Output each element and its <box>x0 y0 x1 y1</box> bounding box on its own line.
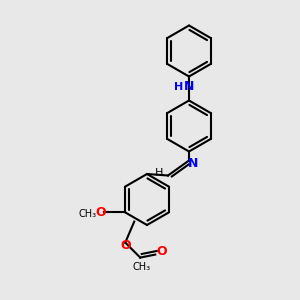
Text: N: N <box>184 80 194 94</box>
Text: CH₃: CH₃ <box>133 262 151 272</box>
Text: CH₃: CH₃ <box>78 209 97 219</box>
Text: H: H <box>174 82 183 92</box>
Text: N: N <box>188 157 198 170</box>
Text: O: O <box>120 239 130 252</box>
Text: H: H <box>155 167 163 178</box>
Text: O: O <box>96 206 106 219</box>
Text: O: O <box>156 245 166 258</box>
